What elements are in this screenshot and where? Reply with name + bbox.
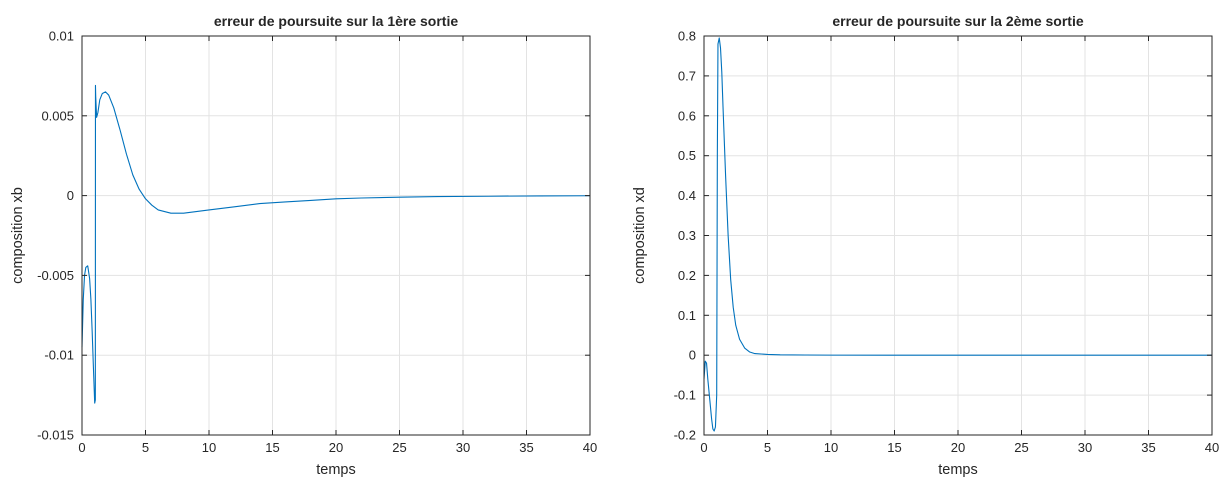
x-tick-label: 25: [392, 440, 406, 455]
x-tick-label: 40: [1205, 440, 1219, 455]
y-tick-label: 0: [689, 348, 696, 363]
x-tick-label: 0: [700, 440, 707, 455]
y-tick-label: 0.1: [678, 308, 696, 323]
plot-2: 0 5 10 15 20 25 30 35 40 -0.2 -0.1 0 0.1 0.2 0.3 0.4 0.5…: [632, 13, 1219, 478]
x-tick-label: 0: [78, 440, 85, 455]
series-line: [703, 37, 1213, 432]
y-tick-label: 0.6: [678, 108, 696, 123]
y-axis-label: composition xb: [10, 187, 26, 284]
y-tick-label: 0.4: [678, 188, 696, 203]
x-tick-label: 35: [519, 440, 533, 455]
y-axis-label: composition xd: [632, 187, 648, 284]
x-tick-label: 30: [1078, 440, 1092, 455]
x-tick-label: 20: [951, 440, 965, 455]
y-tick-label: 0.005: [41, 108, 74, 123]
x-tick-label: 30: [456, 440, 470, 455]
x-tick-label: 5: [764, 440, 771, 455]
y-tick-label: 0.8: [678, 29, 696, 44]
y-tick-label: -0.1: [674, 388, 696, 403]
y-tick-label: -0.2: [674, 428, 696, 443]
x-axis-label: temps: [316, 462, 356, 478]
y-tick-label: 0.2: [678, 268, 696, 283]
chart-title: erreur de poursuite sur la 2ème sortie: [832, 13, 1084, 29]
y-tick-label: -0.015: [37, 428, 74, 443]
x-axis-label: temps: [938, 462, 978, 478]
y-tick-label: 0.01: [49, 29, 74, 44]
y-tick-label: 0.7: [678, 68, 696, 83]
y-tick-label: -0.005: [37, 268, 74, 283]
chart-title: erreur de poursuite sur la 1ère sortie: [214, 13, 459, 29]
plot-1: 0 5 10 15 20 25 30 35 40 -0.015 -0.01 -0.005 0 0.005 0…: [10, 13, 597, 478]
x-tick-label: 35: [1141, 440, 1155, 455]
x-tick-label: 5: [142, 440, 149, 455]
y-tick-label: 0.3: [678, 228, 696, 243]
x-tick-label: 10: [202, 440, 216, 455]
x-tick-label: 20: [329, 440, 343, 455]
x-tick-label: 10: [824, 440, 838, 455]
y-tick-label: 0: [67, 188, 74, 203]
x-tick-label: 25: [1014, 440, 1028, 455]
x-tick-label: 40: [583, 440, 597, 455]
y-tick-label: 0.5: [678, 148, 696, 163]
x-tick-label: 15: [887, 440, 901, 455]
x-tick-label: 15: [265, 440, 279, 455]
series-line: [81, 84, 591, 404]
y-tick-label: -0.01: [44, 348, 74, 363]
